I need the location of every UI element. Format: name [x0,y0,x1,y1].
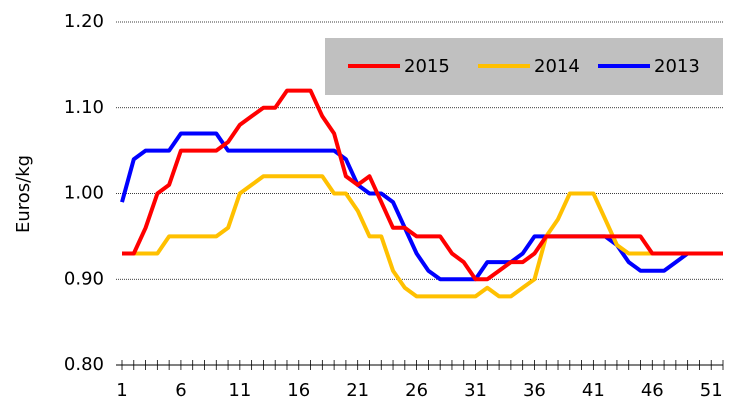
series-line [122,88,723,282]
x-tick-label: 16 [287,380,310,401]
legend-label: 2015 [404,56,450,77]
y-tick-label: 0.80 [64,354,104,375]
legend-label: 2013 [654,56,700,77]
y-tick-label: 1.20 [64,11,104,32]
y-tick-label: 0.90 [64,268,104,289]
x-tick-label: 46 [641,380,664,401]
x-tick-label: 21 [346,380,369,401]
x-tick-label: 51 [700,380,723,401]
y-tick-label: 1.10 [64,97,104,118]
x-tick-label: 1 [116,380,127,401]
series-line [120,131,723,282]
x-tick-label: 6 [175,380,186,401]
y-tick-label: 1.00 [64,183,104,204]
x-tick-label: 11 [228,380,251,401]
x-tick-label: 31 [464,380,487,401]
x-tick-label: 26 [405,380,428,401]
series-line [122,174,723,299]
x-tick-label: 36 [523,380,546,401]
x-tick-label: 41 [582,380,605,401]
y-axis-label: Euros/kg [13,155,34,233]
legend-label: 2014 [534,56,580,77]
